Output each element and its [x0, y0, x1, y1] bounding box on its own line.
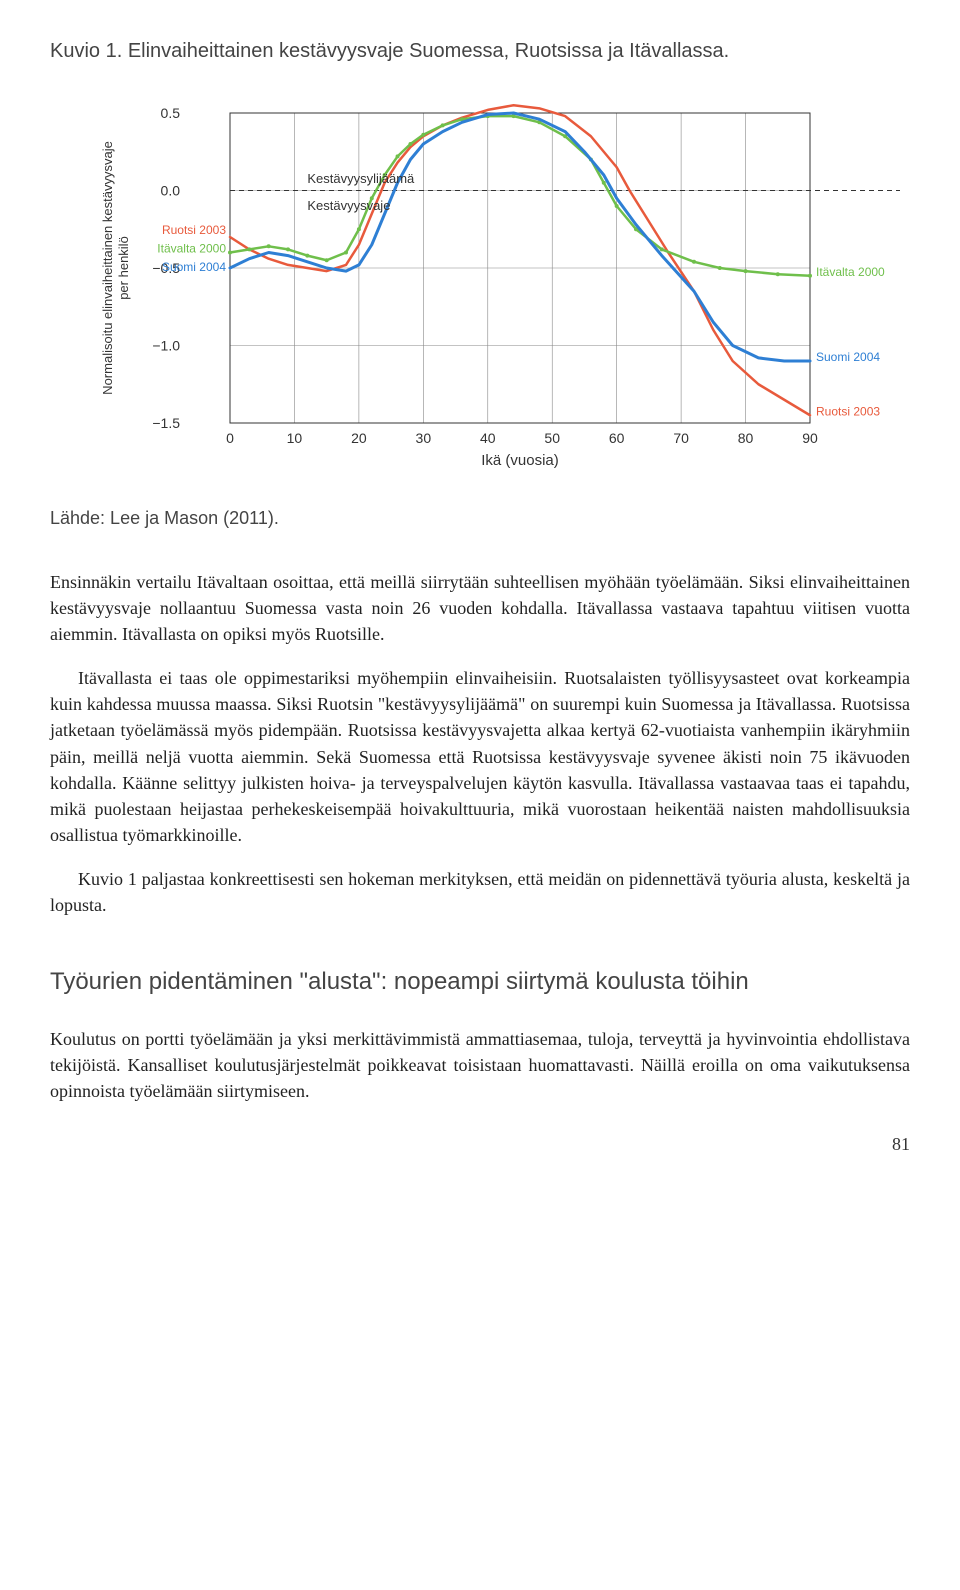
svg-text:60: 60 [609, 430, 625, 446]
svg-text:40: 40 [480, 430, 496, 446]
svg-text:−1.0: −1.0 [152, 338, 180, 354]
svg-text:per henkilö: per henkilö [116, 236, 131, 300]
body-paragraph-1: Ensinnäkin vertailu Itävaltaan osoittaa,… [50, 569, 910, 647]
body-paragraph-2: Itävallasta ei taas ole oppimestariksi m… [50, 665, 910, 848]
section-heading: Työurien pidentäminen "alusta": nopeampi… [50, 968, 910, 996]
svg-text:Kestävyysvaje: Kestävyysvaje [307, 198, 390, 213]
line-chart: 0102030405060708090−1.5−1.0−0.50.00.5Ikä… [90, 93, 910, 473]
svg-text:0.5: 0.5 [161, 105, 181, 121]
svg-text:Ikä (vuosia): Ikä (vuosia) [481, 452, 559, 469]
svg-text:Suomi 2004: Suomi 2004 [816, 350, 880, 364]
section-paragraph-1: Koulutus on portti työelämään ja yksi me… [50, 1026, 910, 1104]
svg-text:70: 70 [673, 430, 689, 446]
figure-source: Lähde: Lee ja Mason (2011). [50, 508, 910, 529]
svg-text:Itävalta 2000: Itävalta 2000 [816, 265, 885, 279]
chart-container: 0102030405060708090−1.5−1.0−0.50.00.5Ikä… [90, 93, 910, 478]
svg-text:Ruotsi 2003: Ruotsi 2003 [816, 404, 880, 418]
page-number: 81 [50, 1134, 910, 1155]
svg-text:50: 50 [544, 430, 560, 446]
svg-text:0.0: 0.0 [161, 183, 181, 199]
svg-text:Kestävyysylijäämä: Kestävyysylijäämä [307, 171, 415, 186]
svg-text:Ruotsi 2003: Ruotsi 2003 [162, 223, 226, 237]
svg-text:30: 30 [416, 430, 432, 446]
svg-text:90: 90 [802, 430, 818, 446]
svg-text:0: 0 [226, 430, 234, 446]
svg-text:10: 10 [287, 430, 303, 446]
svg-text:−1.5: −1.5 [152, 415, 180, 431]
svg-text:80: 80 [738, 430, 754, 446]
svg-text:Itävalta 2000: Itävalta 2000 [157, 242, 226, 256]
figure-title: Kuvio 1. Elinvaiheittainen kestävyysvaje… [50, 40, 910, 63]
svg-text:20: 20 [351, 430, 367, 446]
body-paragraph-3: Kuvio 1 paljastaa konkreettisesti sen ho… [50, 866, 910, 918]
svg-text:Suomi 2004: Suomi 2004 [162, 260, 226, 274]
svg-text:Normalisoitu elinvaiheittainen: Normalisoitu elinvaiheittainen kestävyys… [100, 141, 115, 395]
